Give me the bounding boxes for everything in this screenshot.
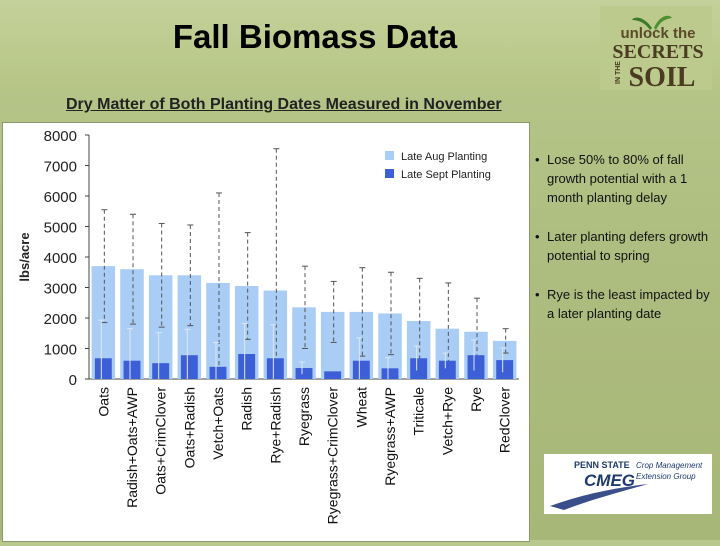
- legend-entry: Late Aug Planting: [401, 151, 487, 163]
- category-label: Radish+Oats+AWP: [124, 387, 140, 508]
- bar-late-aug: [263, 290, 288, 379]
- category-label: Ryegrass: [296, 387, 312, 446]
- y-tick-label: 5000: [44, 220, 77, 237]
- logo-side: IN THE: [615, 61, 622, 84]
- category-label: Vetch+Rye: [439, 387, 455, 455]
- bar-late-sept: [352, 360, 370, 379]
- legend-entry: Late Sept Planting: [401, 169, 491, 181]
- category-label: RedClover: [497, 387, 513, 453]
- bar-late-sept: [467, 355, 485, 379]
- bar-late-sept: [238, 353, 256, 379]
- y-tick-label: 2000: [44, 311, 77, 328]
- category-label: Oats: [95, 387, 111, 417]
- category-label: Oats+CrimClover: [153, 387, 169, 495]
- bullet-text: Lose 50% to 80% of fall growth potential…: [547, 152, 688, 205]
- sprout-icon: [632, 15, 672, 30]
- legend-swatch: [385, 169, 394, 178]
- bullet-item: • Later planting defers growth potential …: [535, 227, 715, 265]
- bar-late-aug: [177, 275, 202, 379]
- bar-late-sept: [94, 358, 112, 379]
- penn-state-logo: PENN STATE CMEG Crop Management Extensio…: [544, 454, 712, 514]
- bar-late-sept: [438, 360, 456, 379]
- bullet-list: • Lose 50% to 80% of fall growth potentia…: [535, 150, 715, 343]
- bar-late-aug: [292, 307, 316, 379]
- category-label: Rye+Radish: [267, 387, 283, 464]
- y-tick-label: 6000: [44, 189, 77, 206]
- bar-late-sept: [496, 360, 514, 379]
- legend: [381, 145, 515, 183]
- y-tick-label: 1000: [44, 342, 77, 359]
- category-label: Oats+Radish: [181, 387, 197, 468]
- bar-late-aug: [378, 313, 402, 379]
- psu-line1: PENN STATE: [574, 460, 630, 470]
- y-tick-label: 4000: [44, 250, 77, 267]
- category-label: Triticale: [411, 387, 427, 436]
- bar-late-sept: [180, 355, 198, 379]
- logo-line1: unlock the: [620, 25, 695, 42]
- category-label: Vetch+Oats: [210, 387, 226, 460]
- chart-subtitle: Dry Matter of Both Planting Dates Measur…: [66, 96, 502, 113]
- category-label: Radish: [239, 387, 255, 431]
- category-label: Wheat: [353, 387, 369, 428]
- logo-line3: SOIL: [629, 62, 696, 90]
- logo-line2: SECRETS: [612, 41, 703, 63]
- bar-late-sept: [381, 368, 399, 379]
- psu-line2: CMEG: [584, 471, 635, 490]
- page-title: Fall Biomass Data: [172, 18, 458, 55]
- legend-swatch: [385, 151, 394, 160]
- y-tick-label: 3000: [44, 281, 77, 298]
- bullet-item: • Rye is the least impacted by a later pl…: [535, 285, 715, 323]
- bar-late-aug: [320, 311, 345, 379]
- chart-panel: 0 1000 2000 3000 4000 5000 6000 7000 8000 lbs/acr…: [2, 122, 530, 542]
- y-tick-label: 0: [69, 372, 77, 389]
- bar-late-sept: [410, 358, 428, 379]
- bullet-item: • Lose 50% to 80% of fall growth potentia…: [535, 150, 715, 207]
- bar-late-sept: [295, 368, 313, 379]
- bar-late-sept: [123, 360, 141, 379]
- psu-line4: Extension Group: [636, 472, 696, 481]
- bar-late-sept: [266, 358, 284, 379]
- bar-late-sept: [209, 366, 227, 379]
- category-label: Ryegrass+CrimClover: [325, 387, 341, 525]
- category-label: Rye: [468, 387, 484, 412]
- y-axis-label: lbs/acre: [17, 232, 32, 281]
- bullet-text: Later planting defers growth potential t…: [547, 229, 709, 263]
- y-tick-label: 8000: [44, 128, 77, 145]
- soil-logo: unlock the SECRETS IN THE SOIL: [600, 6, 712, 90]
- category-label: Ryegrass+AWP: [382, 387, 398, 486]
- swoosh-icon: [550, 484, 648, 510]
- bar-late-aug: [206, 282, 230, 379]
- y-tick-label: 7000: [44, 159, 77, 176]
- biomass-chart: 0 1000 2000 3000 4000 5000 6000 7000 8000 lbs/acr…: [17, 128, 519, 525]
- bullet-text: Rye is the least impacted by a later pla…: [547, 287, 710, 321]
- psu-line3: Crop Management: [636, 461, 703, 470]
- bar-late-sept: [152, 363, 170, 379]
- bar-late-sept: [324, 371, 342, 379]
